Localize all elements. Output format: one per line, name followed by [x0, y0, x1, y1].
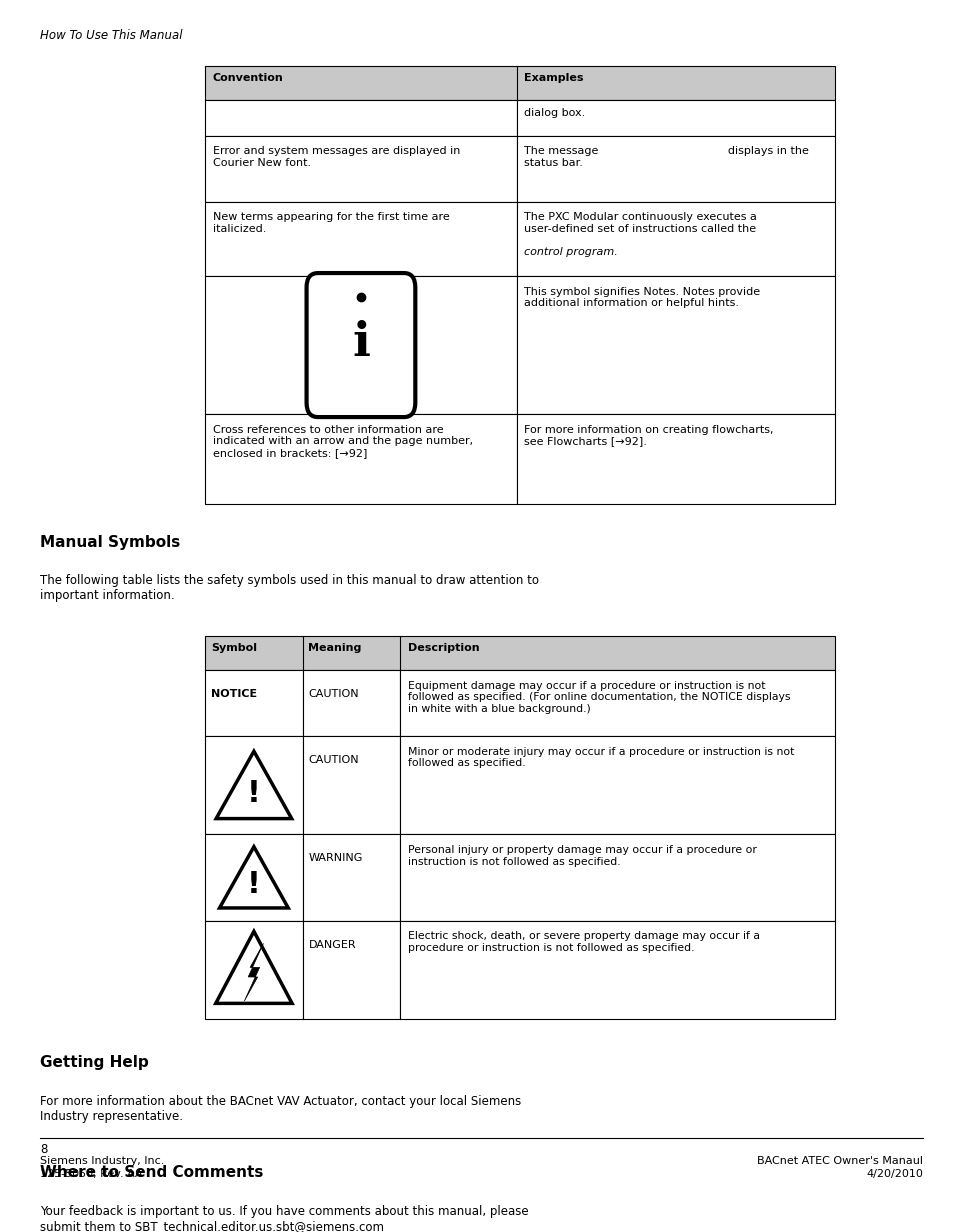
- Text: NOTICE: NOTICE: [211, 689, 256, 699]
- Text: !: !: [247, 870, 260, 899]
- Bar: [205, 100, 517, 136]
- Bar: [205, 670, 302, 736]
- Text: Meaning: Meaning: [308, 643, 361, 653]
- Text: For more information on creating flowcharts,
see Flowcharts [→92].: For more information on creating flowcha…: [524, 425, 773, 446]
- Text: Getting Help: Getting Help: [40, 1055, 149, 1069]
- Polygon shape: [244, 944, 263, 1000]
- Text: The following table lists the safety symbols used in this manual to draw attenti: The following table lists the safety sym…: [40, 574, 538, 601]
- Bar: [205, 414, 517, 504]
- Text: Convention: Convention: [213, 73, 283, 84]
- Bar: [205, 276, 517, 414]
- Text: dialog box.: dialog box.: [524, 108, 585, 118]
- Text: 4/20/2010: 4/20/2010: [865, 1169, 923, 1179]
- Text: Equipment damage may occur if a procedure or instruction is not
followed as spec: Equipment damage may occur if a procedur…: [408, 680, 790, 713]
- Text: 125-5050, Rev. AA: 125-5050, Rev. AA: [40, 1169, 143, 1179]
- Text: For more information about the BACnet VAV Actuator, contact your local Siemens
I: For more information about the BACnet VA…: [40, 1094, 520, 1122]
- Polygon shape: [216, 752, 292, 818]
- Bar: [205, 67, 834, 100]
- Bar: [400, 736, 834, 834]
- Text: Minor or moderate injury may occur if a procedure or instruction is not
followed: Minor or moderate injury may occur if a …: [408, 747, 794, 768]
- Text: Your feedback is important to us. If you have comments about this manual, please: Your feedback is important to us. If you…: [40, 1205, 528, 1232]
- Bar: [517, 136, 834, 202]
- Text: Error and system messages are displayed in
Courier New font.: Error and system messages are displayed …: [213, 147, 459, 168]
- Text: 8: 8: [40, 1142, 48, 1156]
- Bar: [400, 920, 834, 1019]
- Polygon shape: [219, 846, 288, 908]
- Bar: [302, 736, 400, 834]
- Text: CAUTION: CAUTION: [308, 755, 358, 765]
- Bar: [517, 202, 834, 276]
- Text: Symbol: Symbol: [211, 643, 256, 653]
- Text: Electric shock, death, or severe property damage may occur if a
procedure or ins: Electric shock, death, or severe propert…: [408, 931, 760, 954]
- Text: Manual Symbols: Manual Symbols: [40, 535, 180, 551]
- Text: Siemens Industry, Inc.: Siemens Industry, Inc.: [40, 1156, 164, 1165]
- Bar: [302, 920, 400, 1019]
- Text: Where to Send Comments: Where to Send Comments: [40, 1165, 263, 1180]
- Bar: [205, 920, 302, 1019]
- Text: This symbol signifies Notes. Notes provide
additional information or helpful hin: This symbol signifies Notes. Notes provi…: [524, 287, 760, 308]
- Bar: [205, 834, 302, 920]
- Bar: [517, 414, 834, 504]
- Bar: [517, 100, 834, 136]
- Text: i: i: [352, 319, 370, 366]
- Bar: [205, 736, 302, 834]
- Text: CAUTION: CAUTION: [308, 689, 358, 699]
- Text: New terms appearing for the first time are
italicized.: New terms appearing for the first time a…: [213, 212, 449, 234]
- Polygon shape: [215, 931, 292, 1003]
- Text: WARNING: WARNING: [308, 854, 362, 864]
- Bar: [205, 202, 517, 276]
- Text: Examples: Examples: [524, 73, 583, 84]
- Bar: [205, 136, 517, 202]
- Bar: [400, 834, 834, 920]
- Text: The PXC Modular continuously executes a
user-defined set of instructions called : The PXC Modular continuously executes a …: [524, 212, 757, 234]
- Text: Cross references to other information are
indicated with an arrow and the page n: Cross references to other information ar…: [213, 425, 473, 458]
- Text: DANGER: DANGER: [308, 940, 355, 950]
- Text: The message                                     displays in the
status bar.: The message displays in the status bar.: [524, 147, 808, 168]
- Text: !: !: [247, 779, 260, 807]
- Text: Description: Description: [408, 643, 479, 653]
- Text: How To Use This Manual: How To Use This Manual: [40, 28, 182, 42]
- Bar: [302, 670, 400, 736]
- Text: BACnet ATEC Owner's Manaul: BACnet ATEC Owner's Manaul: [757, 1156, 923, 1165]
- Bar: [517, 276, 834, 414]
- Text: Personal injury or property damage may occur if a procedure or
instruction is no: Personal injury or property damage may o…: [408, 845, 756, 866]
- Bar: [205, 636, 834, 670]
- FancyBboxPatch shape: [306, 274, 415, 418]
- Text: control program.: control program.: [524, 248, 618, 257]
- Bar: [302, 834, 400, 920]
- Bar: [400, 670, 834, 736]
